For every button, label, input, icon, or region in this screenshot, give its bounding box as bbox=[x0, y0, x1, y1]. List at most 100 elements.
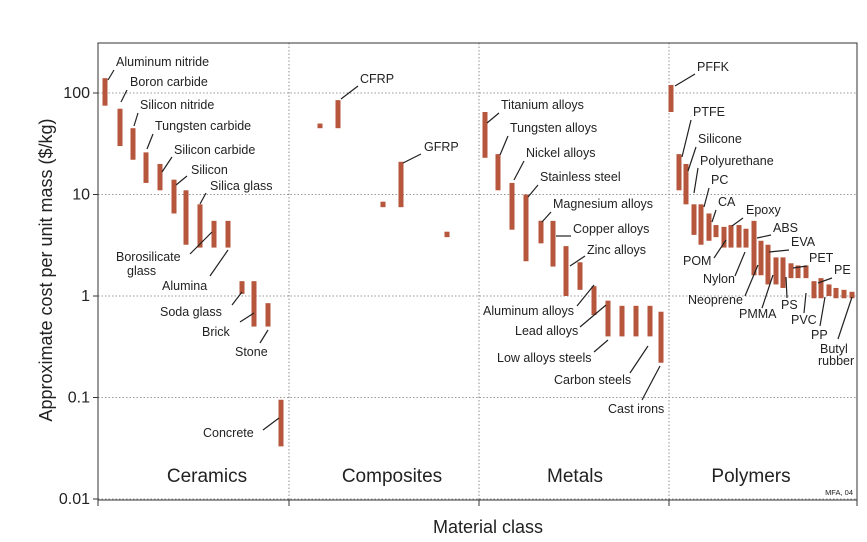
leader-line bbox=[527, 184, 539, 198]
material-label: rubber bbox=[818, 354, 854, 368]
material-label: Stainless steel bbox=[540, 170, 621, 184]
class-label: Metals bbox=[547, 466, 603, 487]
range-bar-polymers bbox=[758, 240, 764, 276]
range-bar-metals bbox=[658, 311, 664, 363]
range-bar-composites bbox=[317, 123, 323, 129]
y-tick-label: 1 bbox=[81, 288, 90, 305]
leader-line bbox=[731, 217, 744, 227]
range-bar-ceramics bbox=[239, 281, 245, 294]
range-bar-composites bbox=[398, 161, 404, 208]
material-label: Butyl bbox=[820, 342, 848, 356]
leader-line bbox=[402, 153, 422, 164]
leader-line bbox=[486, 112, 500, 124]
leader-line bbox=[541, 211, 552, 223]
material-label: glass bbox=[127, 264, 156, 278]
range-bar-metals bbox=[619, 305, 625, 337]
leader-line bbox=[629, 345, 649, 374]
y-tick-label: 10 bbox=[72, 187, 90, 204]
material-label: EVA bbox=[791, 235, 816, 249]
material-label: PFFK bbox=[697, 60, 730, 74]
range-bar-ceramics bbox=[225, 220, 231, 248]
range-bar-composites bbox=[335, 100, 341, 129]
range-bar-polymers bbox=[811, 281, 817, 299]
leader-line bbox=[674, 73, 696, 87]
material-label: PMMA bbox=[739, 307, 777, 321]
material-label: Silicon bbox=[191, 163, 228, 177]
range-bar-polymers bbox=[728, 225, 734, 248]
range-bar-ceramics bbox=[251, 281, 257, 327]
material-label: Polyurethane bbox=[700, 154, 774, 168]
material-label: PC bbox=[711, 173, 728, 187]
y-tick-label: 0.1 bbox=[68, 390, 90, 407]
range-bar-polymers bbox=[736, 225, 742, 248]
leader-line bbox=[837, 296, 853, 340]
material-label: Magnesium alloys bbox=[553, 197, 653, 211]
range-bar-polymers bbox=[683, 163, 689, 205]
leader-line bbox=[713, 239, 727, 259]
material-label: POM bbox=[683, 254, 711, 268]
material-label: CFRP bbox=[360, 72, 394, 86]
leader-line bbox=[569, 255, 586, 267]
leader-line bbox=[175, 175, 188, 186]
material-label: Aluminum alloys bbox=[483, 304, 574, 318]
leader-line bbox=[681, 119, 692, 158]
leader-line bbox=[579, 304, 607, 328]
range-bar-polymers bbox=[765, 244, 771, 285]
material-label: Aluminum nitride bbox=[116, 55, 209, 69]
leader-line bbox=[107, 69, 115, 81]
leader-line bbox=[146, 133, 154, 150]
material-label: Silica glass bbox=[210, 179, 273, 193]
leader-line bbox=[817, 277, 833, 284]
range-bar-ceramics bbox=[211, 220, 217, 248]
range-bar-polymers bbox=[751, 220, 757, 276]
range-bar-metals bbox=[523, 194, 529, 262]
leader-line bbox=[593, 339, 609, 353]
leader-line bbox=[120, 89, 128, 103]
range-bar-polymers bbox=[743, 228, 749, 248]
range-bar-polymers bbox=[668, 84, 674, 112]
leader-line bbox=[693, 167, 699, 194]
range-bar-composites bbox=[380, 201, 386, 208]
leader-line bbox=[340, 85, 359, 100]
material-label: Silicon nitride bbox=[140, 98, 214, 112]
material-label: Stone bbox=[235, 345, 268, 359]
plot-frame bbox=[97, 42, 858, 501]
leader-line bbox=[576, 284, 595, 307]
leader-line bbox=[189, 231, 213, 255]
range-bar-polymers bbox=[698, 204, 704, 245]
range-bar-polymers bbox=[841, 289, 847, 299]
range-bar-polymers bbox=[803, 265, 809, 279]
leader-line bbox=[744, 264, 759, 297]
range-bar-polymers bbox=[795, 265, 801, 279]
range-bar-polymers bbox=[721, 226, 727, 248]
range-bar-ceramics bbox=[157, 163, 163, 191]
range-bar-polymers bbox=[691, 204, 697, 235]
range-bar-metals bbox=[605, 300, 611, 337]
material-label: Brick bbox=[202, 325, 231, 339]
material-label: CA bbox=[718, 195, 736, 209]
class-label: Ceramics bbox=[167, 466, 247, 487]
material-label: PET bbox=[809, 251, 834, 265]
leader-line bbox=[819, 296, 826, 327]
range-bar-polymers bbox=[713, 225, 719, 238]
material-label: Tungsten alloys bbox=[510, 121, 597, 135]
range-bar-metals bbox=[577, 262, 583, 290]
range-bar-polymers bbox=[849, 291, 855, 299]
leader-line bbox=[641, 365, 661, 401]
leader-line bbox=[687, 146, 697, 172]
range-bar-metals bbox=[647, 305, 653, 337]
range-bar-metals bbox=[550, 220, 556, 267]
leader-line bbox=[513, 160, 525, 181]
range-bar-ceramics bbox=[143, 152, 149, 183]
range-bar-composites bbox=[444, 231, 450, 238]
range-bar-ceramics bbox=[197, 204, 203, 248]
material-label: Copper alloys bbox=[573, 222, 649, 236]
range-bar-ceramics bbox=[278, 399, 284, 447]
material-label: PP bbox=[811, 328, 828, 342]
leader-line bbox=[499, 135, 509, 156]
leader-line bbox=[768, 249, 790, 253]
material-label: GFRP bbox=[424, 140, 459, 154]
material-label: ABS bbox=[773, 221, 798, 235]
range-bar-metals bbox=[633, 305, 639, 337]
